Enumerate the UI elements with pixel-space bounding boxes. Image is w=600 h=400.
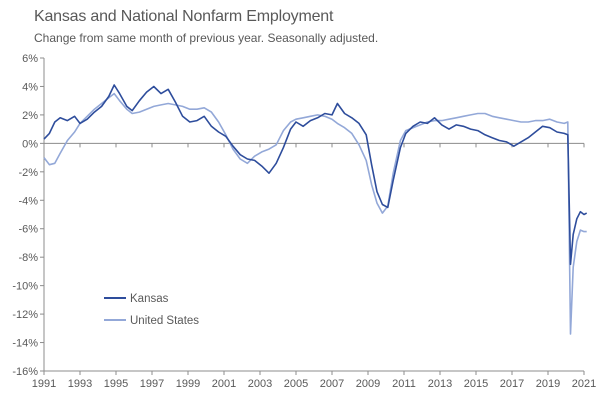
x-tick-label: 2011 (392, 378, 416, 390)
y-tick-label: 6% (22, 53, 38, 65)
x-tick-label: 1993 (68, 378, 92, 390)
x-tick-label: 2009 (356, 378, 380, 390)
y-tick-label: 2% (22, 110, 38, 122)
y-tick-label: -16% (12, 366, 38, 378)
series-line-united-states (43, 92, 587, 335)
legend-label: Kansas (130, 293, 169, 305)
legend: Kansas United States (104, 293, 199, 327)
y-tick-label: -8% (18, 252, 38, 264)
x-tick-label: 2021 (572, 378, 596, 390)
x-tick-label: 1999 (176, 378, 200, 390)
y-tick-label: -14% (12, 338, 38, 350)
y-tick-label: 4% (22, 81, 38, 93)
chart-title: Kansas and National Nonfarm Employment (34, 8, 334, 25)
x-tick-label: 2013 (428, 378, 452, 390)
x-tick-label: 1997 (140, 378, 164, 390)
axes: 6% 4% 2% 0% -2% -4% -6% -8% -10% -12% -14% -16%1991… (12, 53, 596, 390)
x-tick-label: 2015 (464, 378, 488, 390)
x-tick-label: 2001 (212, 378, 236, 390)
series-lines (43, 84, 588, 335)
y-tick-label: -12% (12, 309, 38, 321)
x-tick-label: 2017 (500, 378, 524, 390)
legend-label: United States (130, 315, 199, 327)
y-tick-label: -10% (12, 281, 38, 293)
x-tick-label: 2005 (284, 378, 308, 390)
x-tick-label: 1995 (104, 378, 128, 390)
x-tick-label: 2019 (536, 378, 560, 390)
y-tick-label: -6% (18, 224, 38, 236)
x-tick-label: 2007 (320, 378, 344, 390)
chart-subtitle: Change from same month of previous year.… (34, 31, 379, 45)
x-tick-label: 2003 (248, 378, 272, 390)
y-tick-label: -2% (18, 167, 38, 179)
y-tick-label: -4% (18, 195, 38, 207)
series-line-kansas (43, 84, 588, 266)
y-tick-label: 0% (22, 138, 38, 150)
x-tick-label: 1991 (32, 378, 56, 390)
